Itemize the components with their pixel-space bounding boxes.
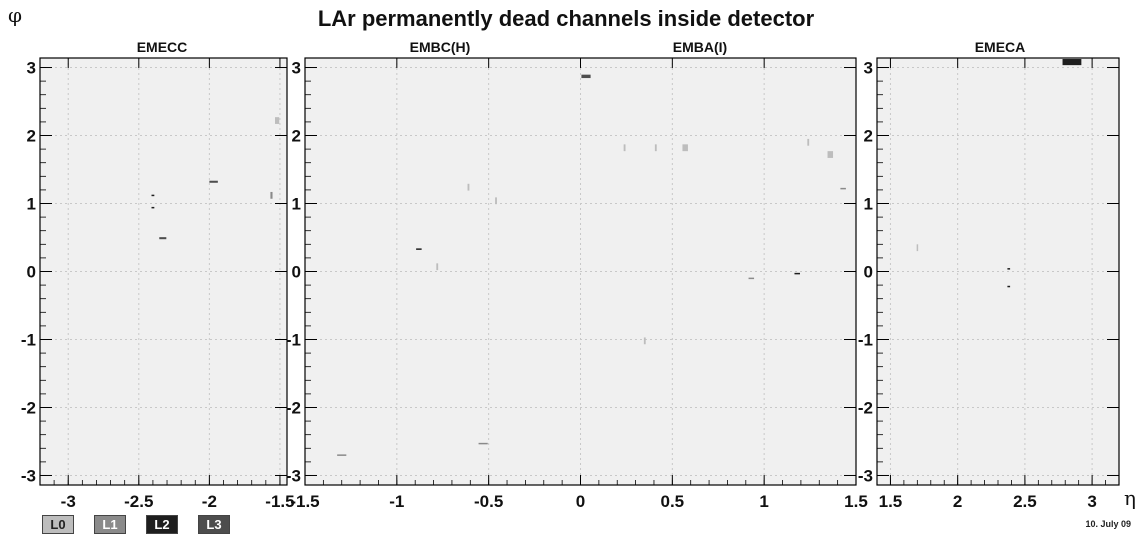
y-tick-label: 3	[864, 59, 873, 78]
y-tick-label: -1	[858, 330, 873, 349]
y-tick-label: 1	[864, 195, 873, 214]
dead-channel-l0	[827, 151, 834, 158]
legend-item-l3: L3	[198, 515, 230, 534]
dead-channel-l2	[416, 248, 422, 250]
y-tick-label: 3	[27, 59, 36, 78]
panel-0: EMECC -3 -2.5 -2 -1.5 -3 -2 -1 0 1 2 3	[21, 39, 295, 511]
legend-item-l2: L2	[146, 515, 178, 534]
x-tick-label: -0.5	[474, 492, 503, 511]
legend-item-l0: L0	[42, 515, 74, 534]
dead-channel-l0	[623, 144, 626, 152]
page-title: LAr permanently dead channels inside det…	[318, 6, 815, 31]
y-tick-label: 0	[27, 263, 36, 282]
dead-channel-l2	[794, 272, 800, 275]
y-tick-label: -1	[286, 330, 301, 349]
y-tick-label: 0	[864, 263, 873, 282]
x-tick-label: 2.5	[1013, 492, 1037, 511]
x-axis-symbol: η	[1124, 486, 1136, 510]
x-tick-label: 3	[1087, 492, 1096, 511]
y-tick-label: 2	[292, 127, 301, 146]
dead-channel-l0	[643, 337, 646, 345]
y-tick-label: -3	[858, 466, 873, 485]
y-tick-label: -2	[858, 398, 873, 417]
x-tick-label: 1.5	[879, 492, 903, 511]
y-tick-label: -2	[21, 398, 36, 417]
y-tick-label: 1	[27, 195, 36, 214]
panel-title: EMECA	[975, 39, 1026, 55]
dead-channel-l2	[1062, 59, 1082, 66]
dead-channel-l0	[807, 138, 810, 146]
dead-channel-l2	[1007, 285, 1011, 288]
plot-area	[40, 58, 287, 485]
y-tick-label: 2	[27, 127, 36, 146]
dead-channel-l0	[467, 183, 470, 191]
y-tick-label: -1	[21, 330, 36, 349]
dead-channel-l1	[337, 454, 347, 456]
panel-title: EMBC(H)	[410, 39, 471, 55]
dead-channel-l2	[1007, 268, 1011, 270]
y-tick-label: 1	[292, 195, 301, 214]
dead-channel-l1	[840, 187, 846, 190]
x-tick-label: -1.5	[290, 492, 319, 511]
dead-channel-l1	[478, 442, 488, 445]
dead-channel-l0	[654, 144, 657, 152]
y-tick-label: 3	[292, 59, 301, 78]
layer-legend: L0 L1 L2 L3	[42, 515, 230, 536]
dead-channel-l0	[682, 144, 688, 152]
y-axis-symbol: φ	[8, 3, 22, 27]
y-tick-label: 0	[292, 263, 301, 282]
dead-channel-l1	[270, 191, 273, 199]
dead-channel-l3	[209, 180, 218, 183]
y-tick-label: 2	[864, 127, 873, 146]
dead-channel-l3	[159, 237, 167, 240]
x-tick-label: 1.5	[844, 492, 868, 511]
x-tick-label: -2.5	[124, 492, 153, 511]
legend-item-l1: L1	[94, 515, 126, 534]
date-label: 10. July 09	[1085, 519, 1131, 529]
panel-1: EMBC(H) EMBA(I) -1.5 -1 -0.5 0 0.5 1 1.5 -3 -2 -1 0 1…	[286, 39, 868, 511]
x-tick-label: 0.5	[661, 492, 685, 511]
x-tick-label: 2	[953, 492, 962, 511]
x-tick-label: -2	[202, 492, 217, 511]
y-tick-label: -3	[286, 466, 301, 485]
x-tick-label: -1.5	[265, 492, 294, 511]
dead-channel-l0	[916, 244, 919, 252]
x-tick-label: -3	[61, 492, 76, 511]
y-tick-label: -2	[286, 398, 301, 417]
y-tick-label: -3	[21, 466, 36, 485]
x-tick-label: -1	[389, 492, 404, 511]
panel-2: EMECA 1.5 2 2.5 3 -3 -2 -1 0 1 2 3	[858, 39, 1120, 511]
panel-title: EMECC	[137, 39, 188, 55]
dead-channel-l2	[151, 194, 155, 197]
dead-channel-l0	[436, 263, 439, 271]
panel-title: EMBA(I)	[673, 39, 727, 55]
x-tick-label: 1	[759, 492, 768, 511]
dead-channel-l0	[275, 117, 280, 124]
dead-channel-l3	[581, 74, 591, 79]
dead-channel-l0	[495, 197, 497, 205]
x-tick-label: 0	[576, 492, 585, 511]
dead-channel-l1	[748, 277, 755, 280]
dead-channel-l2	[151, 206, 155, 209]
